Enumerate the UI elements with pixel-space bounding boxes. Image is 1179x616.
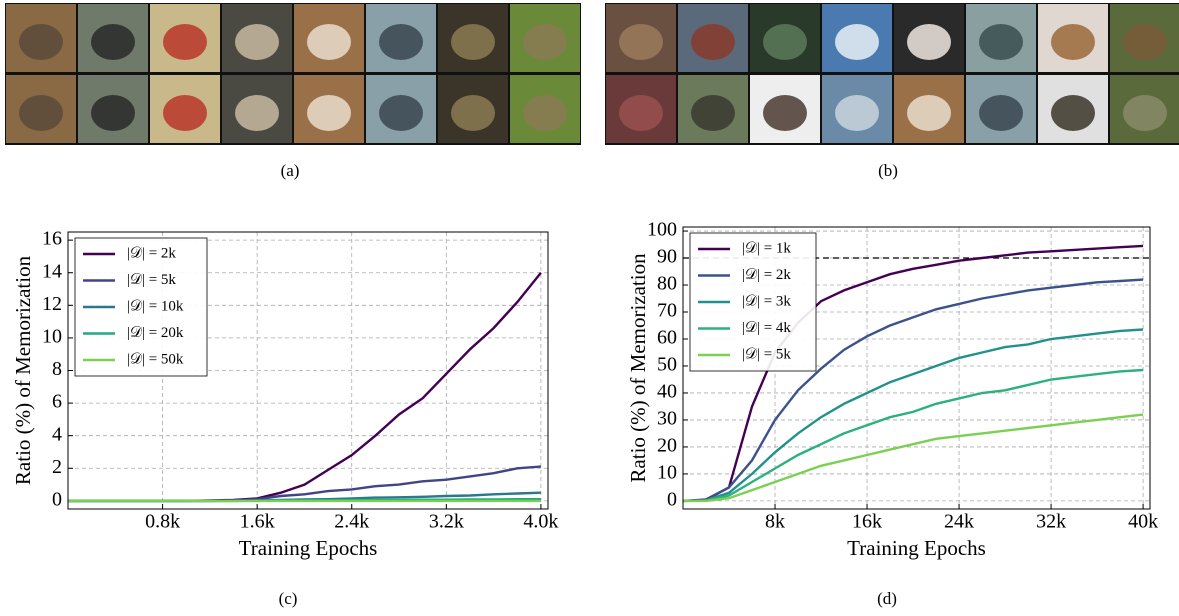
image-subject [163,95,207,131]
image-subject [235,24,279,60]
x-axis-title: Training Epochs [847,536,986,560]
image-subject [979,24,1023,60]
y-tick-label: 16 [42,228,62,250]
figure: (a) (b) (c) (d) 0 2 4 6 8 10 12 14 16 0.8k 1.6k 2.4… [0,0,1179,611]
image-subject [763,95,807,131]
caption: (a) [281,161,300,180]
x-tick-label: 8k [765,511,785,533]
caption: (c) [279,589,298,608]
image-subject [691,95,735,131]
y-axis-title: Ratio (%) of Memorization [626,253,650,483]
image-subject [307,95,351,131]
y-tick-label: 30 [657,408,677,430]
x-tick-label: 32k [1036,511,1066,533]
legend-label: |𝒟| = 10k [127,298,184,314]
legend-label: |𝒟| = 50k [127,351,184,367]
image-subject [907,95,951,131]
image-subject [835,24,879,60]
image-subject [907,24,951,60]
legend-label: |𝒟| = 4k [742,320,791,336]
legend-label: |𝒟| = 3k [742,293,791,309]
y-tick-label: 4 [52,423,62,445]
image-subject [235,95,279,131]
x-tick-label: 2.4k [334,511,369,533]
y-tick-label: 60 [657,327,677,349]
y-tick-label: 40 [657,381,677,403]
legend: |𝒟| = 1k |𝒟| = 2k |𝒟| = 3k |𝒟| = 4k |𝒟| = 5k [690,233,816,371]
y-axis-title: Ratio (%) of Memorization [11,255,35,485]
image-subject [379,24,423,60]
image-subject [523,95,567,131]
chart: 0 2 4 6 8 10 12 14 16 0.8k 1.6k 2.4k 3.2k 4.0k |𝒟| = 2… [11,228,559,560]
y-tick-label: 50 [657,354,677,376]
y-tick-label: 80 [657,273,677,295]
image-subject [19,24,63,60]
y-tick-label: 14 [42,260,62,282]
image-subject [451,95,495,131]
image-subject [619,95,663,131]
image-subject [523,24,567,60]
image-subject [19,95,63,131]
image-subject [763,24,807,60]
image-subject [619,24,663,60]
legend-label: |𝒟| = 5k [127,272,176,288]
caption: (d) [877,589,897,608]
data-line [683,415,1143,501]
data-line [683,370,1143,501]
image-subject [1123,95,1167,131]
y-tick-label: 90 [657,246,677,268]
x-tick-label: 3.2k [429,511,464,533]
x-axis-title: Training Epochs [239,536,378,560]
image-subject [91,95,135,131]
y-tick-label: 8 [52,358,62,380]
y-tick-label: 2 [52,456,62,478]
y-tick-label: 12 [42,293,62,315]
image-subject [379,95,423,131]
y-tick-label: 0 [52,488,62,510]
y-tick-label: 20 [657,435,677,457]
y-tick-label: 10 [657,462,677,484]
y-tick-label: 100 [647,219,677,241]
page: {"captions": ["(a)", "(b)", "(c)", "(d)"… [0,0,1179,611]
y-tick-label: 10 [42,326,62,348]
image-subject [1123,24,1167,60]
x-tick-label: 0.8k [145,511,180,533]
x-tick-label: 4.0k [523,511,558,533]
chart: 0 10 20 30 40 50 60 70 80 90 100 8k 16k 24k 32k 40k |𝒟| … [626,219,1158,560]
image-subject [163,24,207,60]
y-tick-label: 70 [657,300,677,322]
x-tick-label: 1.6k [240,511,275,533]
legend: |𝒟| = 2k |𝒟| = 5k |𝒟| = 10k |𝒟| = 20k |𝒟| = … [75,238,207,376]
legend-label: |𝒟| = 5k [742,346,791,362]
x-tick-label: 40k [1128,511,1158,533]
image-subject [1051,24,1095,60]
legend-label: |𝒟| = 20k [127,325,184,341]
x-tick-label: 24k [944,511,974,533]
legend-label: |𝒟| = 1k [742,240,791,256]
image-strips [5,3,1179,145]
image-subject [691,24,735,60]
image-subject [835,95,879,131]
y-tick-label: 6 [52,391,62,413]
x-tick-label: 16k [852,511,882,533]
image-subject [91,24,135,60]
image-subject [307,24,351,60]
caption: (b) [878,161,898,180]
image-subject [1051,95,1095,131]
legend-label: |𝒟| = 2k [742,267,791,283]
image-subject [979,95,1023,131]
y-tick-label: 0 [667,488,677,510]
legend-label: |𝒟| = 2k [127,245,176,261]
image-subject [451,24,495,60]
